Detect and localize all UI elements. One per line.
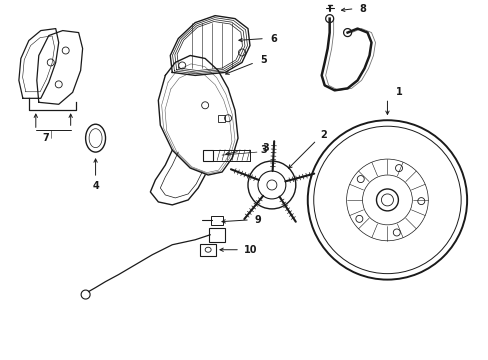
FancyBboxPatch shape [200,244,216,256]
Bar [203,150,213,161]
Text: 3: 3 [262,143,268,153]
Bar [218,115,224,122]
Text: 6: 6 [269,33,276,44]
Text: 10: 10 [244,245,257,255]
Text: 9: 9 [254,215,261,225]
Text: 8: 8 [359,4,366,14]
FancyBboxPatch shape [211,216,223,225]
FancyBboxPatch shape [209,228,224,242]
Text: 5: 5 [260,55,266,66]
Text: 2: 2 [320,130,326,140]
Text: 7: 7 [42,133,49,143]
Text: 4: 4 [92,181,99,191]
Text: 3: 3 [260,145,266,155]
Text: 1: 1 [395,87,402,97]
